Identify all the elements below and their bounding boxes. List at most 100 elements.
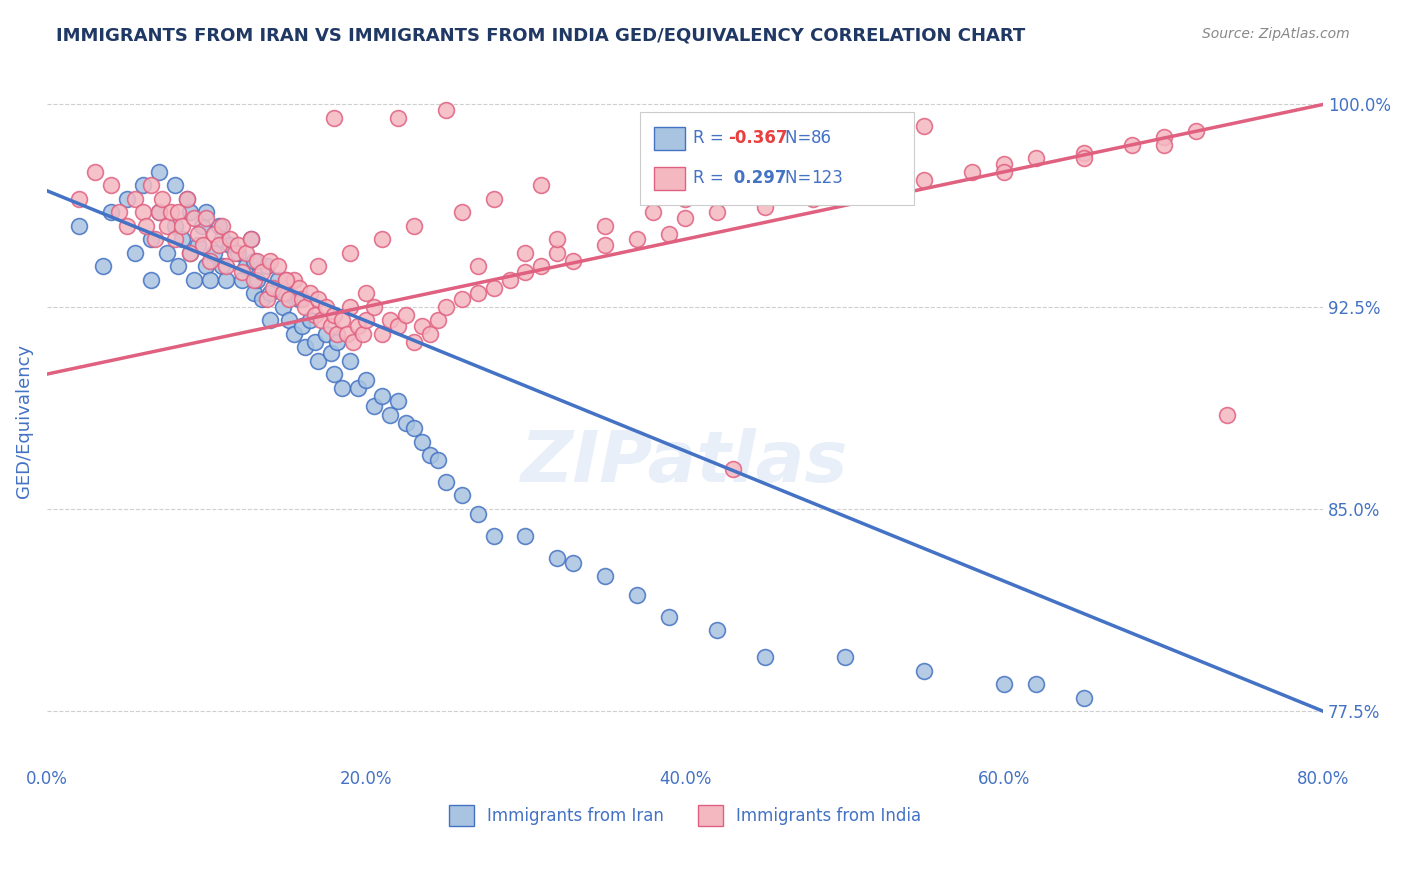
- Point: [202, 245, 225, 260]
- Point: [208, 237, 231, 252]
- Point: [267, 273, 290, 287]
- Point: [593, 237, 616, 252]
- Point: [155, 245, 177, 260]
- Point: [256, 292, 278, 306]
- Point: [411, 434, 433, 449]
- Point: [198, 273, 221, 287]
- Point: [402, 219, 425, 233]
- Point: [299, 313, 322, 327]
- Point: [371, 326, 394, 341]
- Text: 123: 123: [811, 169, 844, 187]
- Point: [411, 318, 433, 333]
- Point: [515, 265, 537, 279]
- Point: [135, 219, 157, 233]
- Point: [354, 372, 377, 386]
- Point: [960, 165, 983, 179]
- Point: [326, 334, 349, 349]
- Point: [211, 232, 233, 246]
- Point: [354, 286, 377, 301]
- Point: [434, 475, 457, 489]
- Point: [626, 232, 648, 246]
- Point: [721, 461, 744, 475]
- Point: [330, 313, 353, 327]
- Point: [326, 326, 349, 341]
- Point: [267, 259, 290, 273]
- Point: [283, 326, 305, 341]
- Point: [150, 192, 173, 206]
- Point: [166, 205, 188, 219]
- Point: [342, 334, 364, 349]
- Point: [347, 318, 370, 333]
- Point: [307, 259, 329, 273]
- Point: [307, 292, 329, 306]
- Text: 86: 86: [811, 129, 832, 147]
- Point: [246, 253, 269, 268]
- Point: [626, 588, 648, 602]
- Point: [450, 292, 472, 306]
- Point: [721, 178, 744, 193]
- Text: -0.367: -0.367: [728, 129, 787, 147]
- Point: [166, 259, 188, 273]
- Point: [1184, 124, 1206, 138]
- Point: [231, 265, 253, 279]
- Point: [179, 245, 201, 260]
- Point: [208, 219, 231, 233]
- Point: [190, 219, 212, 233]
- Point: [211, 219, 233, 233]
- Point: [148, 165, 170, 179]
- Point: [562, 556, 585, 570]
- Point: [330, 381, 353, 395]
- Point: [319, 318, 342, 333]
- Point: [912, 119, 935, 133]
- Point: [912, 664, 935, 678]
- Point: [1025, 677, 1047, 691]
- Point: [450, 488, 472, 502]
- Point: [187, 237, 209, 252]
- Point: [467, 508, 489, 522]
- Point: [288, 281, 311, 295]
- Point: [834, 650, 856, 665]
- Point: [482, 192, 505, 206]
- Point: [278, 292, 301, 306]
- Point: [658, 610, 681, 624]
- Text: R =: R =: [693, 129, 730, 147]
- Point: [240, 232, 263, 246]
- Text: N=: N=: [785, 129, 815, 147]
- Point: [246, 273, 269, 287]
- Point: [262, 281, 284, 295]
- Point: [1073, 145, 1095, 160]
- Point: [865, 178, 887, 193]
- Point: [259, 313, 281, 327]
- Legend: Immigrants from Iran, Immigrants from India: Immigrants from Iran, Immigrants from In…: [443, 799, 928, 832]
- Point: [323, 111, 346, 125]
- Point: [352, 326, 374, 341]
- Point: [387, 318, 409, 333]
- Point: [100, 178, 122, 193]
- Point: [278, 313, 301, 327]
- Point: [1153, 129, 1175, 144]
- Point: [195, 211, 218, 225]
- Point: [706, 205, 728, 219]
- Point: [363, 400, 385, 414]
- Point: [276, 273, 298, 287]
- Point: [643, 205, 665, 219]
- Point: [315, 300, 337, 314]
- Point: [395, 308, 418, 322]
- Point: [419, 326, 441, 341]
- Point: [176, 192, 198, 206]
- Point: [252, 292, 274, 306]
- Point: [243, 253, 266, 268]
- Point: [67, 219, 90, 233]
- Point: [243, 273, 266, 287]
- Point: [371, 389, 394, 403]
- Point: [219, 237, 242, 252]
- Point: [183, 273, 205, 287]
- Text: IMMIGRANTS FROM IRAN VS IMMIGRANTS FROM INDIA GED/EQUIVALENCY CORRELATION CHART: IMMIGRANTS FROM IRAN VS IMMIGRANTS FROM …: [56, 27, 1025, 45]
- Point: [202, 227, 225, 241]
- Point: [419, 448, 441, 462]
- Point: [176, 192, 198, 206]
- Point: [211, 259, 233, 273]
- Point: [252, 265, 274, 279]
- Point: [259, 253, 281, 268]
- Point: [179, 245, 201, 260]
